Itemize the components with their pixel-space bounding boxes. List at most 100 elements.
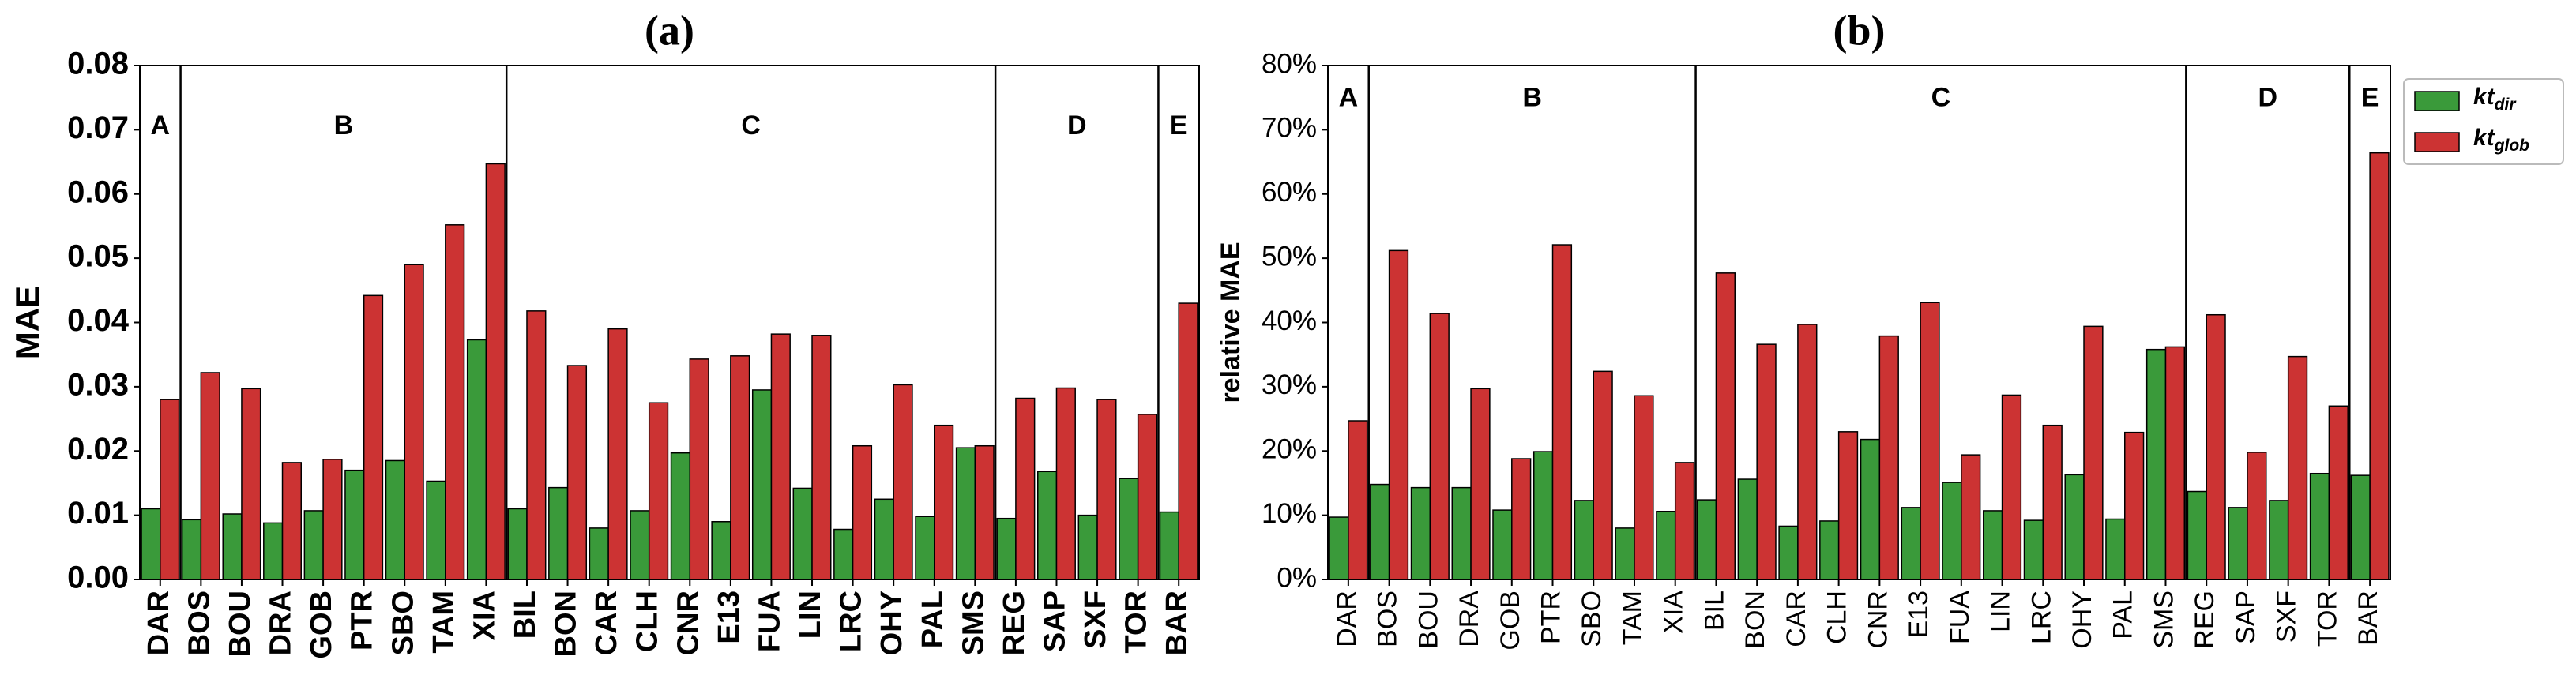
x-tick-label: DAR: [142, 591, 175, 655]
x-tick-label: REG: [2190, 591, 2220, 649]
bar: [1077, 514, 1098, 580]
y-tick-label: 10%: [1262, 498, 1317, 529]
bar: [874, 498, 894, 580]
group-label: B: [1522, 82, 1542, 112]
bar: [1574, 500, 1595, 580]
y-tick-label: 0.02: [67, 432, 129, 467]
bar: [1055, 387, 1076, 580]
y-tick-label: 0.01: [67, 496, 129, 531]
bar: [1329, 516, 1349, 580]
bar: [404, 264, 424, 580]
x-tick-label: LRC: [2026, 591, 2056, 644]
bar: [833, 528, 854, 580]
bar: [2206, 313, 2226, 580]
x-tick-label: TAM: [1618, 591, 1648, 645]
bar: [2287, 355, 2308, 580]
x-tick-label: TOR: [2312, 591, 2342, 647]
bar: [630, 510, 650, 580]
bar: [1615, 527, 1635, 580]
x-tick-label: LIN: [794, 591, 827, 639]
group-label: E: [2361, 82, 2379, 112]
bar: [1983, 510, 2003, 580]
bar: [792, 487, 813, 580]
bar: [934, 424, 954, 580]
bar: [974, 444, 995, 580]
x-tick-label: BON: [550, 591, 583, 657]
x-tick-label: BOU: [1413, 591, 1443, 649]
bar: [526, 310, 547, 580]
x-tick-label: E13: [1904, 591, 1934, 639]
x-tick-label: BOS: [182, 591, 216, 655]
bar: [2269, 500, 2289, 580]
bar: [2187, 490, 2207, 580]
x-tick-label: OHY: [2067, 591, 2097, 649]
x-tick-label: DRA: [265, 591, 298, 655]
bar: [1819, 520, 1840, 580]
bar: [2023, 519, 2044, 580]
bar: [2001, 394, 2022, 580]
bar: [2247, 452, 2267, 580]
bar: [160, 399, 180, 580]
bar: [770, 333, 791, 580]
x-tick-label: FUA: [753, 591, 786, 652]
x-tick-label: CNR: [671, 591, 705, 655]
bar: [1837, 431, 1859, 580]
x-tick-label: GOB: [1495, 591, 1525, 651]
group-label: D: [1067, 111, 1087, 141]
bar: [507, 508, 528, 580]
y-tick-label: 40%: [1262, 306, 1317, 336]
bar: [689, 358, 709, 580]
bar: [322, 459, 343, 580]
bar: [141, 508, 161, 580]
bar: [1860, 438, 1881, 580]
x-tick-label: SXF: [2272, 591, 2302, 643]
legend-swatch: [2414, 91, 2460, 111]
x-tick-label: FUA: [1945, 591, 1975, 644]
bar: [548, 486, 569, 580]
x-tick-label: REG: [998, 591, 1031, 655]
bar: [1388, 249, 1409, 580]
x-tick-label: SMS: [2149, 591, 2179, 649]
group-label: D: [2258, 82, 2278, 112]
bar: [1797, 324, 1818, 580]
x-tick-label: BOU: [224, 591, 257, 657]
y-tick-label: 0.05: [67, 239, 129, 274]
bar: [363, 294, 384, 580]
bar: [2228, 507, 2248, 580]
bar: [1470, 388, 1491, 580]
x-tick-label: XIA: [468, 591, 501, 640]
bar: [2042, 424, 2063, 580]
bar: [1551, 244, 1573, 580]
x-tick-label: GOB: [305, 591, 338, 659]
x-tick-label: CAR: [590, 591, 623, 655]
bar: [200, 372, 220, 580]
bar: [1178, 302, 1198, 580]
chart-title: (b): [1833, 6, 1886, 54]
bar: [566, 365, 588, 580]
legend-label: ktglob: [2473, 125, 2529, 155]
bar: [1492, 509, 1513, 580]
y-axis-label: relative MAE: [1216, 242, 1246, 403]
bar: [181, 519, 202, 580]
bar: [852, 444, 873, 580]
bar: [1593, 370, 1613, 580]
bar: [2145, 348, 2167, 580]
x-tick-label: OHY: [875, 591, 908, 655]
bar: [445, 224, 465, 580]
bar: [1634, 395, 1654, 580]
bar: [1532, 451, 1554, 580]
bar: [811, 335, 832, 580]
x-tick-label: SBO: [386, 591, 419, 655]
group-label: A: [1339, 82, 1359, 112]
bar: [426, 480, 446, 580]
x-tick-label: E13: [713, 591, 746, 644]
bar: [241, 388, 261, 580]
bar: [893, 384, 913, 580]
bar: [2369, 152, 2390, 580]
bar: [1901, 507, 1921, 580]
bar: [1737, 478, 1758, 580]
x-tick-label: PAL: [916, 591, 950, 648]
group-label: A: [151, 111, 171, 141]
y-tick-label: 0.07: [67, 111, 129, 145]
x-tick-label: BAR: [2353, 591, 2383, 646]
